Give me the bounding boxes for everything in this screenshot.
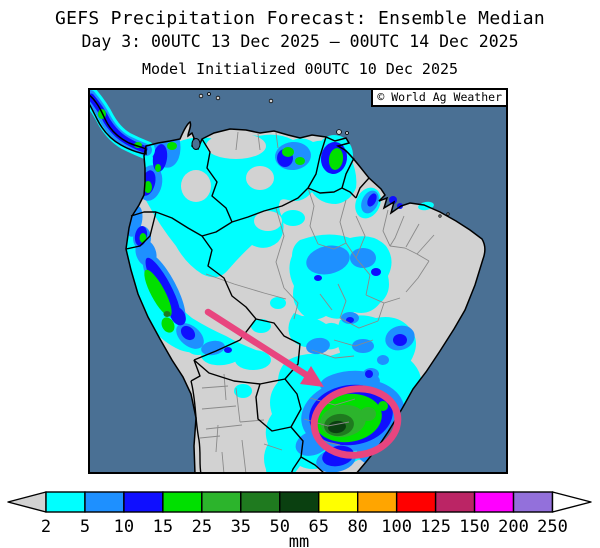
legend-segment bbox=[318, 491, 359, 513]
legend-segment bbox=[512, 491, 554, 513]
legend-tick-label: 50 bbox=[270, 517, 290, 537]
legend-tick-label: 5 bbox=[80, 517, 90, 537]
legend-segment bbox=[279, 491, 320, 513]
legend-tick-label: 15 bbox=[153, 517, 173, 537]
legend-segment bbox=[162, 491, 203, 513]
legend-tick-label: 25 bbox=[192, 517, 212, 537]
legend-below-range-cap bbox=[7, 491, 47, 513]
highlight-ellipse bbox=[310, 385, 402, 459]
legend-tick-label: 2 bbox=[41, 517, 51, 537]
legend-segment bbox=[45, 491, 86, 513]
legend-segment bbox=[201, 491, 242, 513]
coastline bbox=[88, 93, 486, 474]
highlight-arrow bbox=[204, 308, 312, 380]
precipitation-map: © World Ag Weather bbox=[88, 88, 508, 474]
legend-tick-label: 80 bbox=[347, 517, 367, 537]
legend: 2 5 10 15 25 35 50 65 80 100 125 150 200 250 mm bbox=[0, 488, 600, 548]
legend-tick-label: 125 bbox=[420, 517, 451, 537]
valid-period-subtitle: Day 3: 00UTC 13 Dec 2025 — 00UTC 14 Dec … bbox=[81, 32, 519, 51]
caribbean-islands bbox=[198, 92, 450, 218]
legend-segment bbox=[84, 491, 125, 513]
legend-tick-label: 150 bbox=[459, 517, 490, 537]
copyright-badge: © World Ag Weather bbox=[371, 88, 508, 107]
state-borders bbox=[199, 131, 435, 474]
legend-tick-label: 65 bbox=[308, 517, 328, 537]
legend-segment bbox=[434, 491, 476, 513]
legend-tick-label: 200 bbox=[498, 517, 529, 537]
legend-tick-label: 250 bbox=[537, 517, 568, 537]
map-canvas bbox=[88, 88, 508, 474]
legend-tick-label: 100 bbox=[381, 517, 412, 537]
page-title: GEFS Precipitation Forecast: Ensemble Me… bbox=[54, 8, 546, 29]
legend-tick-label: 35 bbox=[231, 517, 251, 537]
model-init-line: Model Initialized 00UTC 10 Dec 2025 bbox=[141, 60, 459, 78]
highlight-arrowhead bbox=[300, 366, 324, 387]
legend-above-range-cap bbox=[551, 491, 592, 513]
legend-segment bbox=[395, 491, 437, 513]
legend-segment bbox=[240, 491, 281, 513]
legend-unit: mm bbox=[289, 532, 309, 548]
legend-tick-label: 10 bbox=[114, 517, 134, 537]
legend-segment bbox=[356, 491, 398, 513]
lake-maracaibo bbox=[191, 138, 201, 150]
legend-segment bbox=[123, 491, 164, 513]
highlight-annotation bbox=[204, 308, 402, 459]
map-frame bbox=[88, 88, 508, 474]
legend-segment bbox=[473, 491, 515, 513]
